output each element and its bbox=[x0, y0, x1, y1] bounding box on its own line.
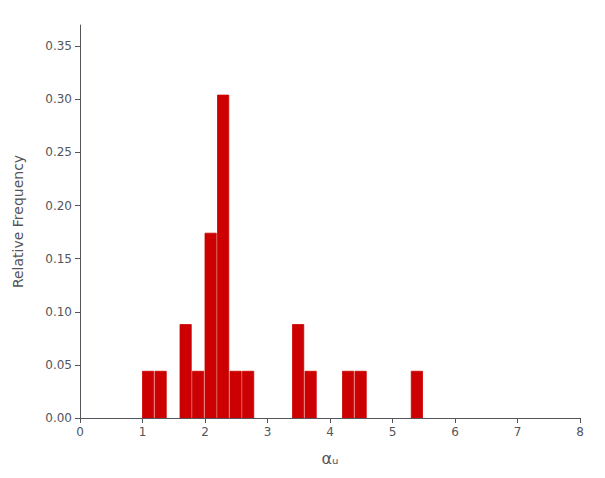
svg-text:αᵤ: αᵤ bbox=[321, 449, 338, 468]
svg-text:0: 0 bbox=[76, 425, 84, 439]
svg-text:0.20: 0.20 bbox=[45, 199, 72, 213]
svg-text:7: 7 bbox=[514, 425, 522, 439]
svg-text:5: 5 bbox=[389, 425, 397, 439]
svg-text:2: 2 bbox=[201, 425, 209, 439]
svg-text:0.05: 0.05 bbox=[45, 358, 72, 372]
svg-text:6: 6 bbox=[451, 425, 459, 439]
svg-text:1: 1 bbox=[139, 425, 147, 439]
svg-text:4: 4 bbox=[326, 425, 334, 439]
svg-text:0.30: 0.30 bbox=[45, 92, 72, 106]
svg-text:8: 8 bbox=[576, 425, 584, 439]
svg-text:0.10: 0.10 bbox=[45, 305, 72, 319]
svg-text:Relative Frequency: Relative Frequency bbox=[10, 155, 26, 288]
svg-text:0.35: 0.35 bbox=[45, 39, 72, 53]
svg-text:3: 3 bbox=[264, 425, 272, 439]
svg-text:0.15: 0.15 bbox=[45, 252, 72, 266]
svg-text:0.25: 0.25 bbox=[45, 145, 72, 159]
svg-text:0.00: 0.00 bbox=[45, 411, 72, 425]
